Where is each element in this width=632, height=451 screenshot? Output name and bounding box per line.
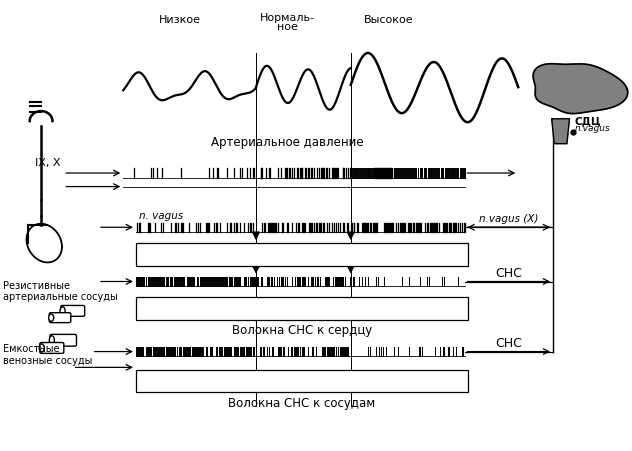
Text: Волокна СНС к сердцу: Волокна СНС к сердцу (232, 324, 372, 336)
Text: ное: ное (277, 22, 298, 32)
Ellipse shape (49, 336, 54, 345)
Text: ЧСС: ЧСС (293, 250, 313, 260)
Ellipse shape (49, 314, 54, 322)
Polygon shape (552, 120, 569, 144)
Text: Высокое: Высокое (364, 15, 413, 25)
Bar (374, 168, 392, 179)
Polygon shape (533, 64, 628, 115)
Text: СНС: СНС (495, 336, 522, 349)
FancyBboxPatch shape (40, 343, 64, 354)
Text: Сократимость: Сократимость (267, 304, 340, 314)
Text: Уменьшение: Уменьшение (377, 304, 442, 314)
Text: Волокна СНС к сосудам: Волокна СНС к сосудам (228, 396, 375, 409)
Text: Нормаль-: Нормаль- (260, 13, 315, 23)
Text: СДЦ: СДЦ (574, 116, 601, 126)
Ellipse shape (60, 307, 65, 315)
Text: Усиление: Усиление (171, 376, 221, 386)
Text: Усиление: Усиление (171, 304, 221, 314)
Text: Повышение: Повышение (166, 250, 226, 260)
FancyBboxPatch shape (49, 313, 71, 323)
FancyBboxPatch shape (136, 298, 468, 320)
Text: Уменьшение: Уменьшение (377, 376, 442, 386)
Text: IX, X: IX, X (35, 157, 60, 167)
FancyBboxPatch shape (50, 335, 76, 346)
FancyBboxPatch shape (136, 370, 468, 392)
Text: Низкое: Низкое (159, 15, 201, 25)
Text: n. vagus: n. vagus (139, 210, 183, 220)
FancyBboxPatch shape (61, 306, 85, 317)
Text: Вазоконстрикция: Вазоконстрикция (258, 376, 349, 386)
Text: СНС: СНС (495, 267, 522, 279)
Text: Снижение: Снижение (382, 250, 436, 260)
Text: Резистивные
артериальные сосуды: Резистивные артериальные сосуды (3, 280, 118, 302)
Ellipse shape (39, 344, 44, 352)
Text: n.vagus: n.vagus (574, 124, 611, 133)
Text: n.vagus (X): n.vagus (X) (479, 214, 538, 224)
Text: Артериальное давление: Артериальное давление (211, 136, 364, 148)
FancyBboxPatch shape (136, 244, 468, 266)
Text: Емкостные
венозные сосуды: Емкостные венозные сосуды (3, 343, 92, 365)
